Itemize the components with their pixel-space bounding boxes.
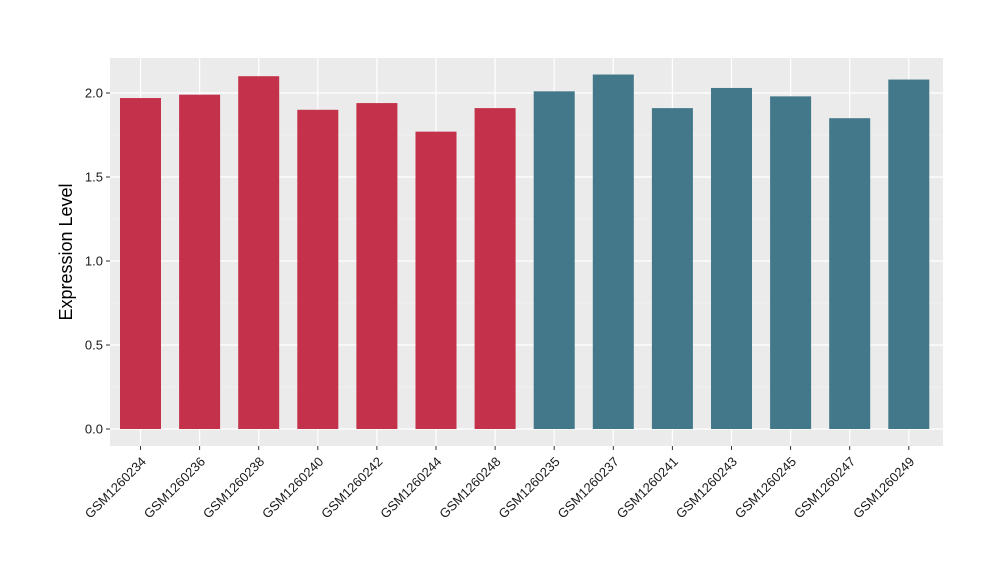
bar — [888, 79, 930, 429]
x-tick-label: GSM1260236 — [141, 454, 208, 521]
x-tick-label: GSM1260242 — [318, 454, 385, 521]
x-tick-label: GSM1260247 — [791, 454, 858, 521]
x-tick-label: GSM1260235 — [495, 454, 562, 521]
x-tick-label: GSM1260243 — [673, 454, 740, 521]
bar — [829, 118, 871, 429]
bar — [651, 108, 693, 430]
bar — [474, 108, 516, 430]
bar — [533, 91, 575, 429]
x-tick-label: GSM1260245 — [732, 454, 799, 521]
bars — [120, 74, 930, 430]
x-tick-label: GSM1260237 — [555, 454, 622, 521]
bar — [238, 76, 280, 429]
bar — [415, 131, 457, 429]
plot-panel — [110, 58, 943, 446]
y-tick-label: 2.0 — [85, 86, 103, 101]
y-tick-label: 1.0 — [85, 254, 103, 269]
bar — [770, 96, 812, 430]
bar — [356, 103, 398, 429]
bar — [120, 98, 161, 429]
x-tick-label: GSM1260241 — [614, 454, 681, 521]
x-tick-label: GSM1260240 — [259, 454, 326, 521]
x-tick-label: GSM1260238 — [200, 454, 267, 521]
x-tick-label: GSM1260234 — [82, 454, 149, 521]
bar — [297, 109, 339, 430]
x-axis-ticks: GSM1260234GSM1260236GSM1260238GSM1260240… — [82, 446, 917, 521]
bar — [179, 94, 221, 430]
y-tick-label: 0.0 — [85, 422, 103, 437]
x-tick-label: GSM1260244 — [377, 454, 444, 521]
y-tick-label: 1.5 — [85, 170, 103, 185]
bar — [592, 74, 634, 430]
x-tick-label: GSM1260248 — [436, 454, 503, 521]
x-tick-label: GSM1260249 — [850, 454, 917, 521]
y-tick-label: 0.5 — [85, 338, 103, 353]
y-axis-title: Expression Level — [56, 183, 76, 320]
y-axis-ticks: 0.0 0.5 1.0 1.5 2.0 — [85, 86, 110, 437]
bar — [711, 87, 752, 430]
